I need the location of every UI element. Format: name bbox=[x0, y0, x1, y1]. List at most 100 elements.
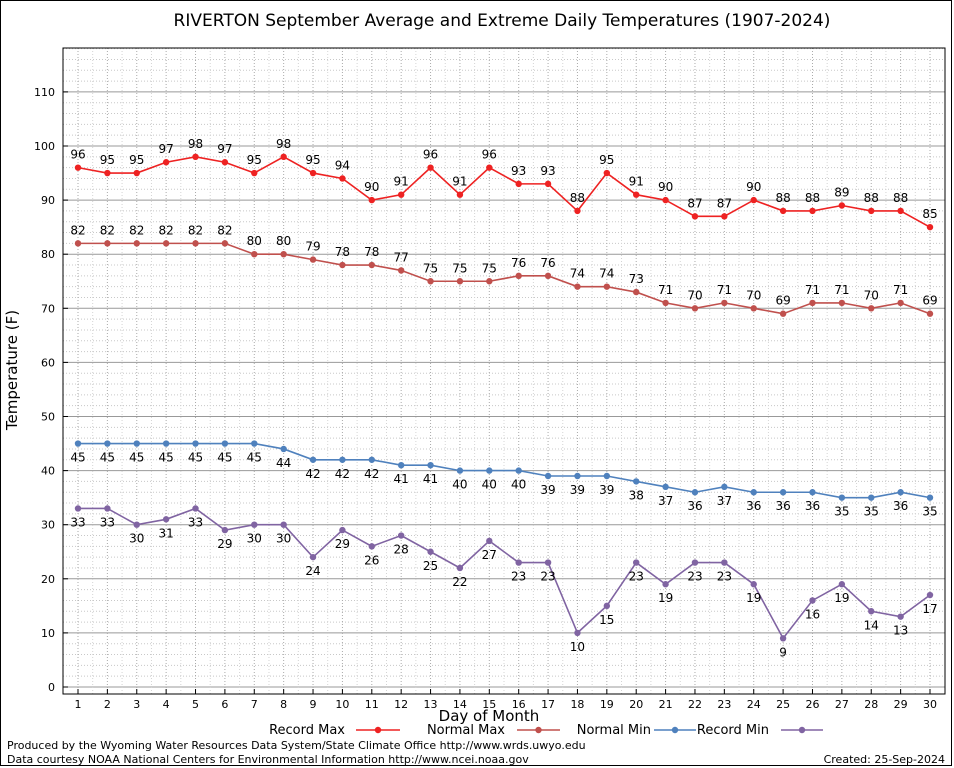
normal-min-data-label: 42 bbox=[305, 467, 320, 481]
x-tick-label: 25 bbox=[776, 698, 790, 711]
y-tick-label: 20 bbox=[41, 573, 55, 586]
record-max-point bbox=[221, 159, 229, 166]
normal-max-data-label: 82 bbox=[129, 223, 144, 237]
x-tick-label: 18 bbox=[570, 698, 584, 711]
record-max-point bbox=[192, 153, 199, 161]
normal-min-point bbox=[339, 456, 346, 463]
y-tick-label: 60 bbox=[41, 356, 55, 369]
normal-max-data-label: 76 bbox=[540, 256, 555, 270]
record-min-data-label: 33 bbox=[100, 515, 115, 529]
normal-max-data-label: 74 bbox=[599, 267, 614, 281]
record-min-data-label: 15 bbox=[599, 613, 614, 627]
normal-max-data-label: 82 bbox=[188, 223, 203, 237]
record-min-data-label: 28 bbox=[394, 543, 409, 557]
normal-max-data-label: 70 bbox=[746, 288, 761, 302]
normal-min-data-label: 38 bbox=[629, 488, 644, 502]
record-max-data-label: 94 bbox=[335, 158, 350, 172]
record-max-data-label: 87 bbox=[717, 196, 732, 210]
record-min-data-label: 30 bbox=[247, 532, 262, 546]
normal-min-data-label: 45 bbox=[188, 451, 203, 465]
record-max-data-label: 88 bbox=[775, 191, 790, 205]
record-max-data-label: 90 bbox=[746, 180, 761, 194]
record-max-data-label: 96 bbox=[70, 148, 85, 162]
record-max-point bbox=[427, 164, 434, 171]
record-max-point bbox=[838, 202, 846, 209]
normal-min-point bbox=[838, 494, 846, 501]
record-min-point bbox=[691, 559, 699, 566]
x-tick-label: 20 bbox=[629, 698, 643, 711]
normal-max-data-label: 71 bbox=[834, 283, 849, 297]
normal-min-data-label: 39 bbox=[599, 483, 614, 497]
normal-max-point bbox=[926, 310, 934, 317]
normal-min-data-label: 45 bbox=[247, 451, 262, 465]
normal-min-point bbox=[809, 489, 816, 496]
normal-max-point bbox=[339, 261, 346, 269]
normal-max-point bbox=[251, 251, 258, 258]
x-tick-label: 28 bbox=[864, 698, 878, 711]
record-max-point bbox=[574, 207, 581, 215]
normal-min-data-label: 36 bbox=[893, 499, 908, 513]
record-max-point bbox=[486, 164, 493, 171]
record-min-point bbox=[456, 564, 464, 572]
y-tick-label: 70 bbox=[41, 302, 55, 315]
normal-max-data-label: 80 bbox=[276, 234, 291, 248]
record-min-point bbox=[515, 559, 522, 566]
normal-min-point bbox=[427, 461, 434, 469]
normal-max-data-label: 78 bbox=[335, 245, 350, 259]
record-min-line bbox=[78, 507, 931, 640]
normal-min-point bbox=[104, 440, 111, 447]
record-max-data-label: 95 bbox=[100, 153, 115, 167]
x-tick-label: 26 bbox=[805, 698, 819, 711]
record-max-data-label: 95 bbox=[305, 153, 320, 167]
normal-max-point bbox=[574, 283, 581, 290]
record-min-data-label: 30 bbox=[129, 532, 144, 546]
record-max-point bbox=[662, 196, 669, 204]
normal-max-point bbox=[133, 240, 140, 247]
normal-min-point bbox=[74, 440, 82, 447]
y-tick-label: 50 bbox=[41, 411, 55, 424]
record-max-data-label: 95 bbox=[247, 153, 262, 167]
record-min-data-label: 19 bbox=[834, 591, 849, 605]
x-tick-label: 10 bbox=[335, 698, 349, 711]
normal-min-point bbox=[662, 483, 669, 491]
normal-max-data-label: 77 bbox=[394, 250, 409, 264]
record-min-data-label: 16 bbox=[805, 607, 820, 621]
record-max-point bbox=[897, 207, 904, 215]
record-min-point bbox=[339, 526, 346, 534]
normal-max-data-label: 80 bbox=[247, 234, 262, 248]
normal-min-data-label: 39 bbox=[540, 483, 555, 497]
normal-max-point bbox=[779, 310, 787, 317]
normal-min-line bbox=[78, 442, 931, 499]
record-min-data-label: 33 bbox=[70, 515, 85, 529]
record-min-data-label: 14 bbox=[864, 618, 879, 632]
legend-marker-normal-max bbox=[535, 726, 542, 734]
record-max-point bbox=[162, 159, 170, 166]
normal-max-point bbox=[662, 299, 669, 307]
record-max-point bbox=[691, 213, 699, 220]
legend-marker-normal-min bbox=[671, 726, 679, 734]
footer-produced-by: Produced by the Wyoming Water Resources … bbox=[7, 739, 586, 752]
y-tick-label: 30 bbox=[41, 519, 55, 532]
y-tick-label: 80 bbox=[41, 248, 55, 261]
record-min-point bbox=[838, 581, 846, 588]
record-min-data-label: 9 bbox=[779, 645, 787, 659]
record-min-point bbox=[662, 581, 669, 588]
normal-min-point bbox=[397, 461, 405, 469]
normal-min-point bbox=[926, 494, 934, 501]
normal-min-data-label: 45 bbox=[158, 451, 173, 465]
record-max-data-label: 93 bbox=[540, 164, 555, 178]
plot-area bbox=[62, 47, 946, 695]
normal-min-point bbox=[162, 440, 170, 447]
x-tick-label: 24 bbox=[747, 698, 761, 711]
legend-marker-record-max bbox=[374, 726, 382, 734]
normal-min-point bbox=[192, 440, 199, 447]
y-tick-label: 110 bbox=[34, 86, 55, 99]
x-axis-label: Day of Month bbox=[439, 707, 540, 725]
y-tick-label: 10 bbox=[41, 627, 55, 640]
normal-min-data-label: 44 bbox=[276, 456, 291, 470]
record-min-data-label: 10 bbox=[570, 640, 585, 654]
normal-min-data-label: 40 bbox=[452, 478, 467, 492]
